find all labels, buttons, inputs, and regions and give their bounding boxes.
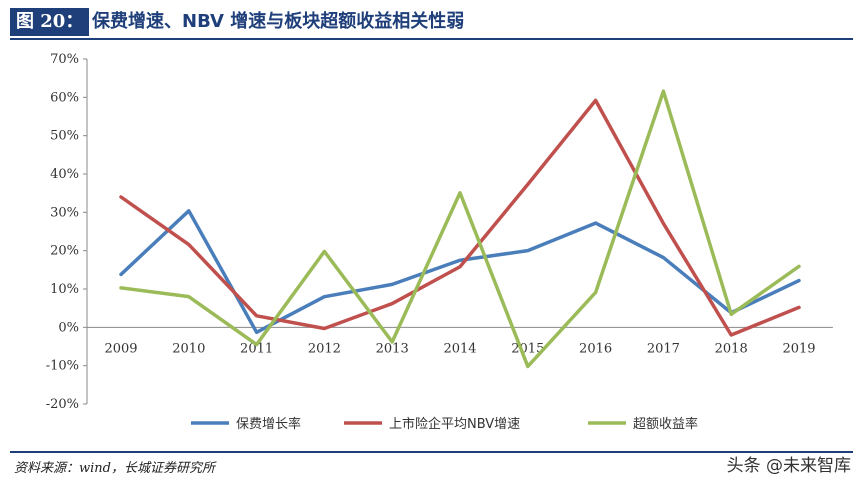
series-line-3	[119, 89, 801, 369]
y-tick-label: 20%	[50, 244, 79, 259]
watermark: 头条 @未来智库	[726, 456, 851, 476]
y-tick-label: 50%	[50, 129, 79, 144]
footer-divider	[10, 451, 853, 453]
y-tick-label: -20%	[46, 397, 79, 412]
y-tick-label: 10%	[50, 282, 79, 297]
x-tick-label: 2012	[308, 341, 341, 356]
x-tick-label: 2019	[782, 341, 815, 356]
source-note: 资料来源：wind，长城证券研究所	[14, 461, 215, 476]
legend-label: 上市险企平均NBV增速	[389, 416, 520, 432]
y-tick-label: 60%	[50, 90, 79, 105]
x-tick-label: 2014	[443, 341, 476, 356]
legend-label: 保费增长率	[236, 416, 301, 432]
title-bar: 图 20： 保费增速、NBV 增速与板块超额收益相关性弱	[10, 4, 853, 40]
x-tick-label: 2009	[104, 341, 137, 356]
y-tick-label: 40%	[50, 167, 79, 182]
x-tick-label: 2016	[579, 341, 612, 356]
legend-label: 超额收益率	[633, 416, 698, 432]
y-tick-label: 30%	[50, 205, 79, 220]
y-tick-label: 0%	[58, 320, 79, 335]
series-line-2	[119, 98, 801, 337]
x-tick-label: 2017	[647, 341, 680, 356]
x-tick-label: 2011	[240, 341, 273, 356]
figure-label: 图 20：	[10, 8, 90, 36]
x-tick-label: 2010	[172, 341, 205, 356]
series-line-1	[119, 209, 801, 335]
x-tick-label: 2018	[715, 341, 748, 356]
y-tick-label: -10%	[46, 359, 79, 374]
x-tick-label: 2013	[376, 341, 409, 356]
y-tick-label: 70%	[50, 52, 79, 67]
figure-title: 保费增速、NBV 增速与板块超额收益相关性弱	[92, 11, 465, 32]
